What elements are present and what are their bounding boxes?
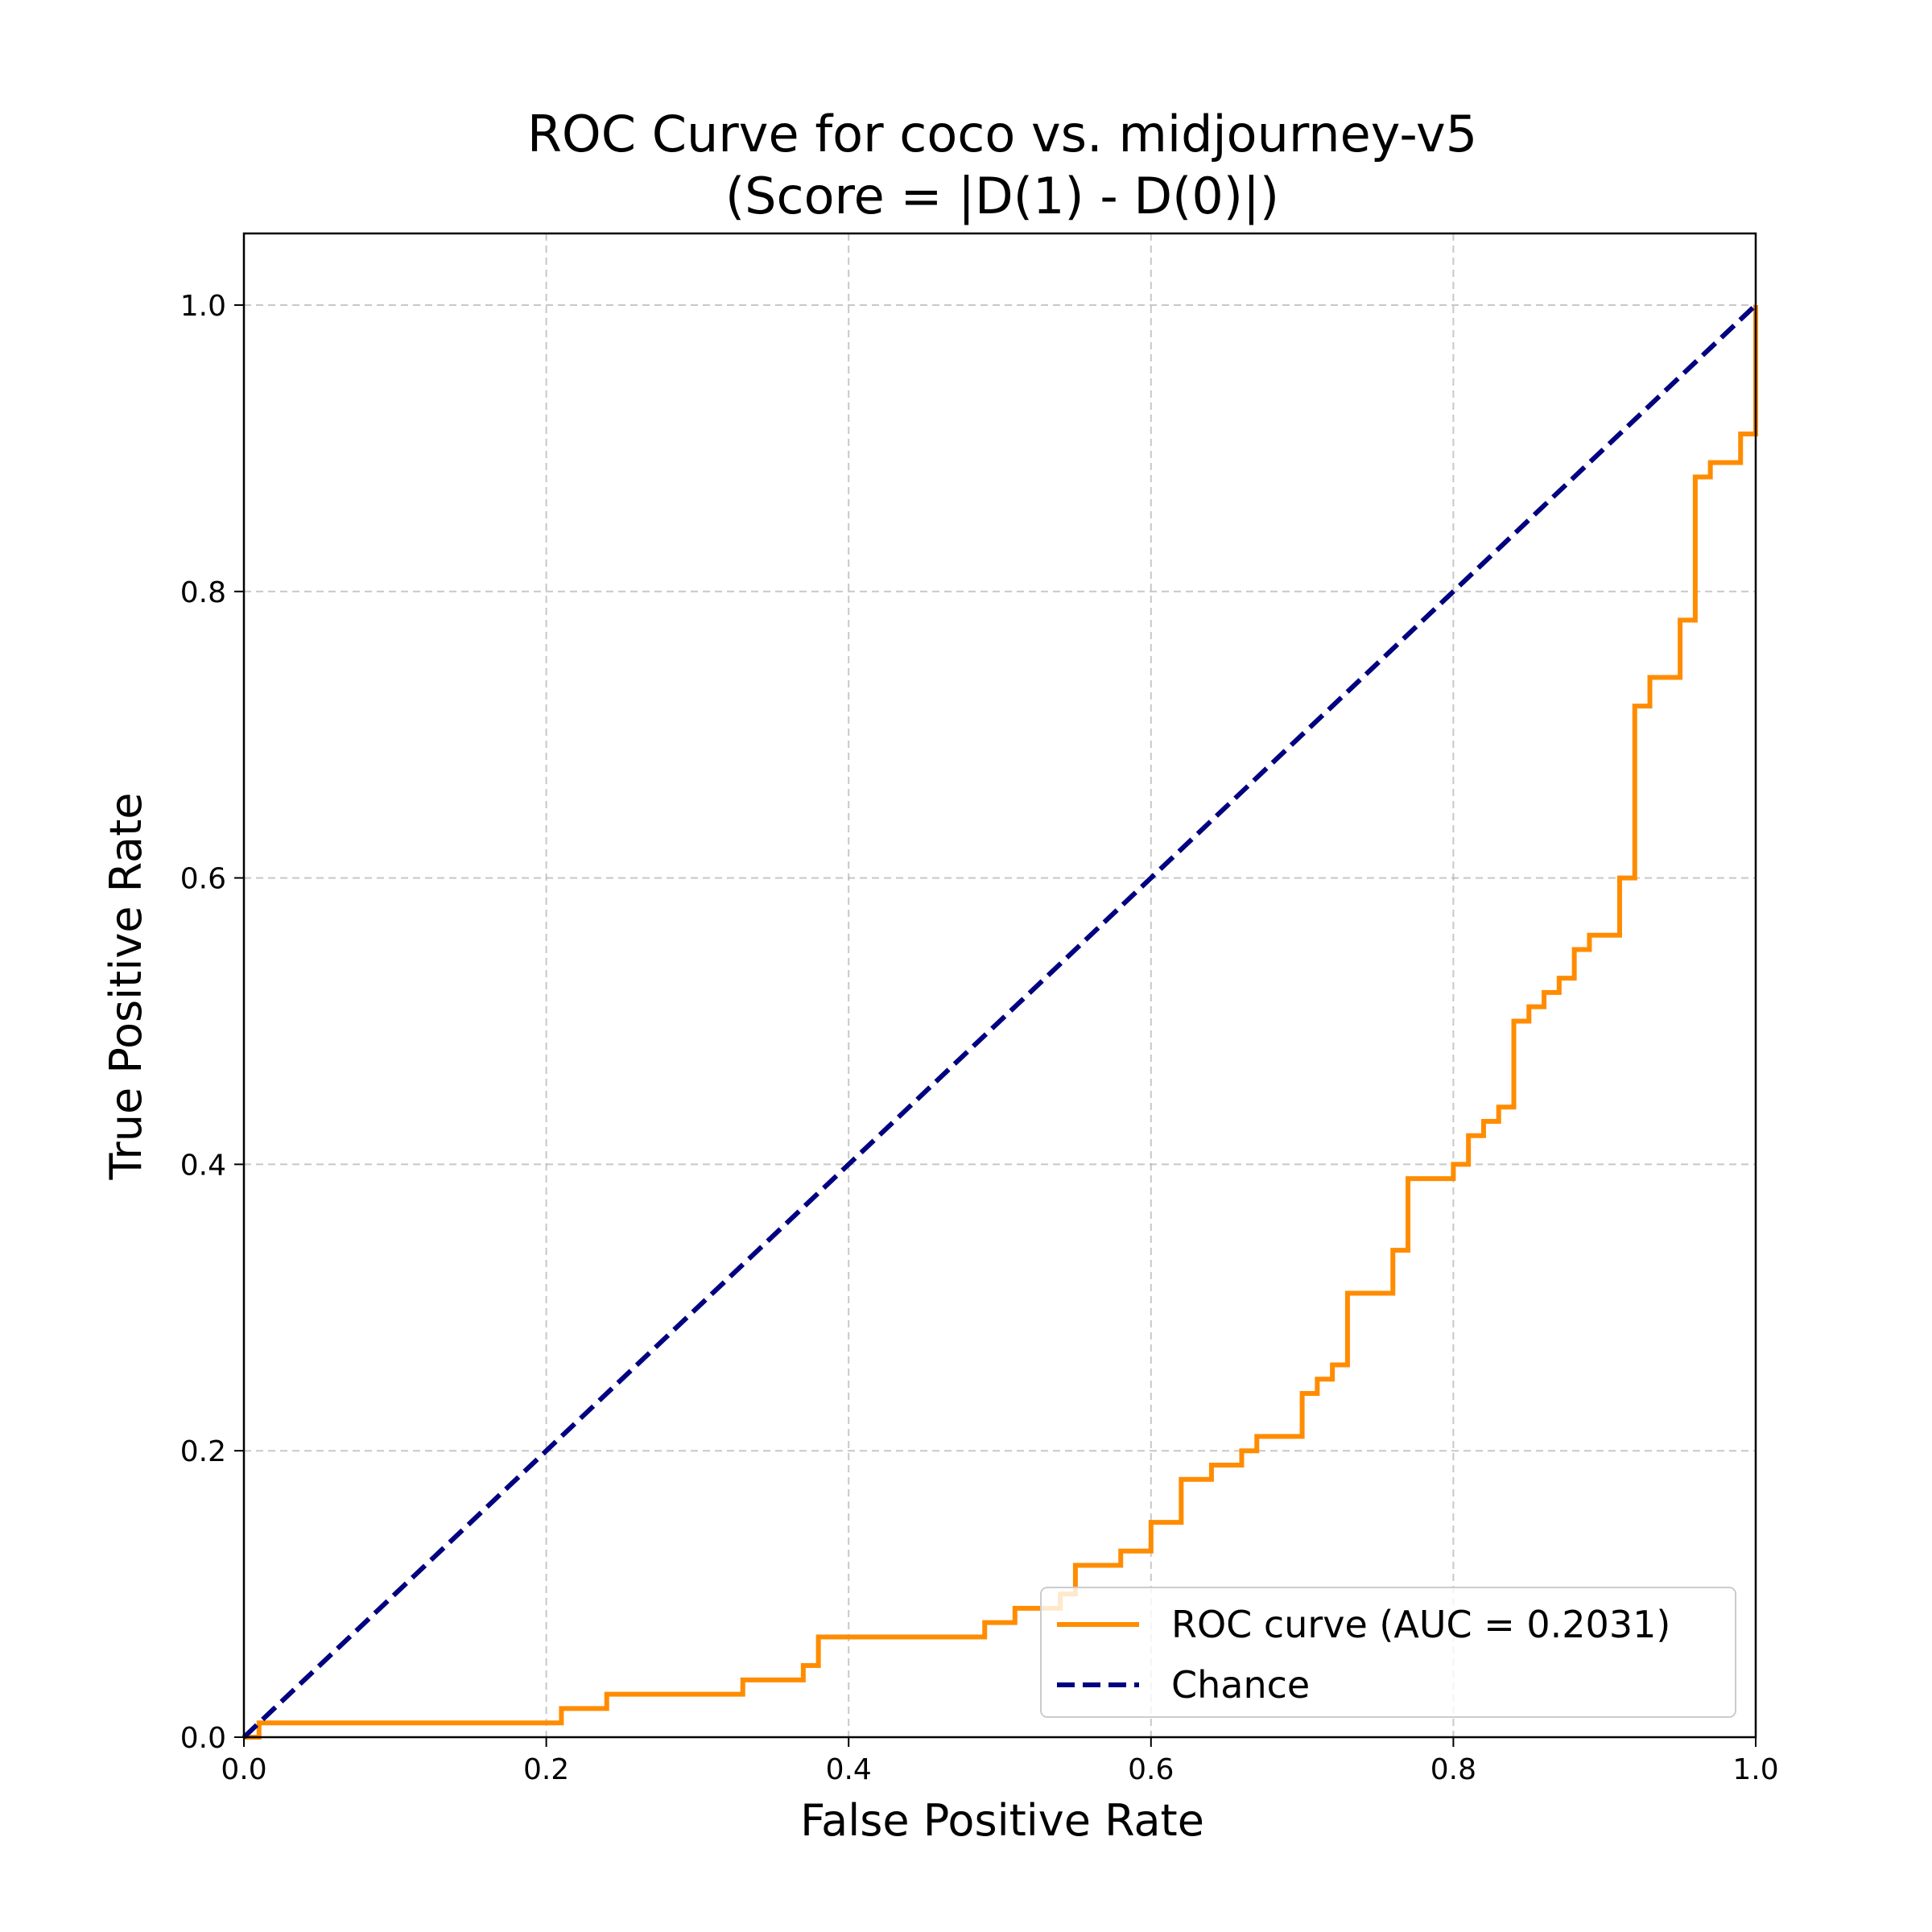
legend-label: Chance: [1171, 1663, 1310, 1707]
y-tick-label: 0.4: [180, 1149, 226, 1182]
legend-label: ROC curve (AUC = 0.2031): [1171, 1603, 1670, 1646]
x-axis-label: False Positive Rate: [800, 1795, 1204, 1846]
y-tick-label: 1.0: [180, 290, 226, 323]
y-tick-label: 0.2: [180, 1435, 226, 1468]
y-tick-label: 0.0: [180, 1722, 226, 1755]
plot-area-frame: [242, 232, 1757, 1739]
y-axis-label: True Positive Rate: [101, 792, 151, 1180]
x-tick-label: 0.2: [523, 1753, 569, 1786]
x-tick-label: 1.0: [1732, 1753, 1778, 1786]
axis-ticks: 0.0 0.2 0.4 0.6 0.8 1.0 0.0 0.2 0.4 0.6 0.8 1.0: [180, 290, 1779, 1786]
chance-line: [242, 303, 1758, 1740]
roc-curve-line: [244, 304, 1758, 1740]
x-tick-label: 0.8: [1430, 1753, 1476, 1786]
x-tick-label: 0.4: [826, 1753, 872, 1786]
y-tick-label: 0.8: [180, 576, 226, 609]
chart-title-line-1: ROC Curve for coco vs. midjourney-v5: [527, 105, 1477, 163]
grid: [244, 233, 1756, 1737]
y-tick-label: 0.6: [180, 863, 226, 896]
x-tick-label: 0.6: [1128, 1753, 1174, 1786]
legend: ROC curve (AUC = 0.2031) Chance: [1040, 1587, 1736, 1718]
x-tick-label: 0.0: [221, 1753, 266, 1786]
plot-series: [242, 303, 1758, 1740]
legend-box: [1040, 1587, 1736, 1718]
chart-title-line-2: (Score = |D(1) - D(0)|): [725, 167, 1279, 226]
